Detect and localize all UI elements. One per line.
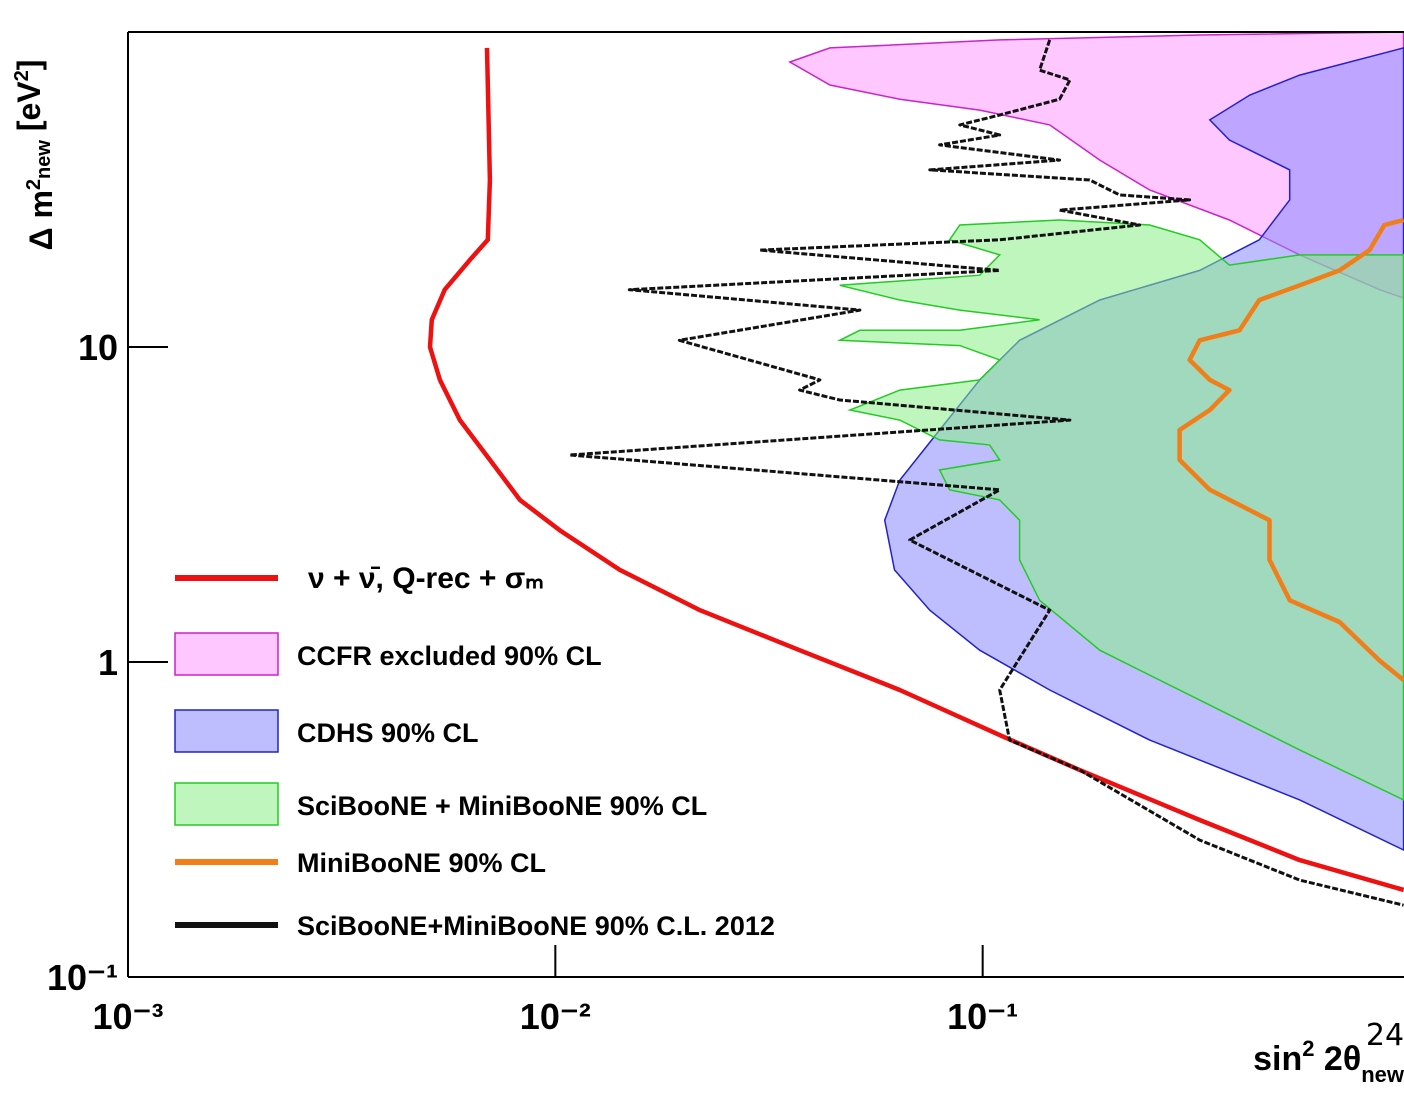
legend-label: CCFR excluded 90% CL	[297, 641, 602, 671]
label-part: 2	[1302, 1036, 1314, 1061]
y-tick-label: 10	[78, 327, 118, 368]
legend-swatch	[174, 782, 279, 826]
line	[1177, 217, 1404, 682]
plot-area	[427, 31, 1404, 907]
legend-label: ν + ν̄, Q-rec + σₘ	[308, 562, 544, 595]
label-part: sin	[1253, 1040, 1302, 1078]
label-part: ]	[11, 60, 47, 71]
label-part: new	[33, 140, 55, 179]
legend-swatch	[174, 632, 279, 676]
page-number: 24	[1366, 1018, 1404, 1053]
y-tick-label: 1	[98, 642, 118, 683]
legend-label: CDHS 90% CL	[297, 718, 479, 748]
area	[836, 219, 1404, 801]
line	[568, 39, 1404, 907]
legend-label: MiniBooNE 90% CL	[297, 848, 546, 878]
label-part: 2	[11, 70, 33, 81]
legend-label: SciBooNE + MiniBooNE 90% CL	[297, 791, 707, 821]
label-part: Δ m	[23, 190, 59, 250]
y-tick-label: 10⁻¹	[47, 957, 118, 998]
y-axis-label: Δ m2new [eV2]	[11, 60, 59, 251]
label-part: 2θ	[1314, 1040, 1361, 1078]
x-tick-label: 10⁻¹	[947, 996, 1018, 1037]
label-part: [eV	[11, 81, 47, 140]
legend-label: SciBooNE+MiniBooNE 90% C.L. 2012	[297, 911, 775, 941]
label-part: 2	[23, 179, 45, 190]
x-tick-label: 10⁻²	[520, 996, 591, 1037]
label-part: new	[1361, 1062, 1404, 1087]
x-tick-label: 10⁻³	[92, 996, 163, 1037]
legend-swatch	[174, 709, 279, 753]
x-axis-label: sin2 2θnew	[1253, 1036, 1404, 1087]
